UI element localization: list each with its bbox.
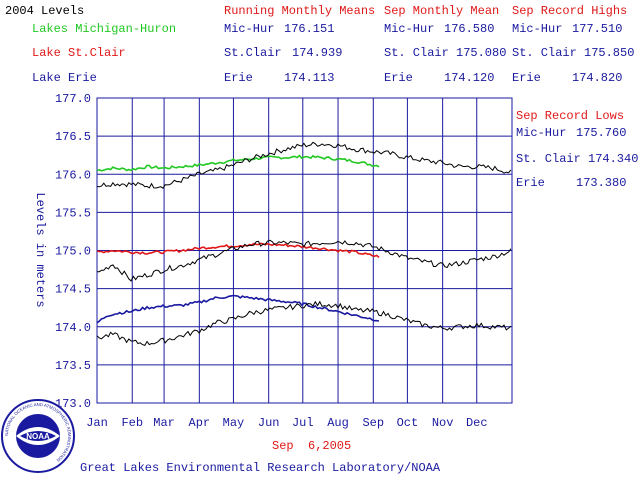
y-tick-label: 177.0 — [55, 92, 91, 106]
sep-mean-label-mh: Mic-Hur — [384, 22, 435, 36]
x-tick-label: Nov — [432, 416, 454, 430]
y-tick-label: 174.5 — [55, 283, 91, 297]
running-means-title: Running Monthly Means — [224, 4, 376, 18]
sep-high-label-mh: Mic-Hur — [512, 22, 563, 36]
x-tick-label: Dec — [466, 416, 488, 430]
sep-low-value-sc: 174.340 — [588, 152, 639, 166]
sep-high-value-sc: 175.850 — [584, 46, 635, 60]
x-tick-label: Apr — [189, 416, 211, 430]
sep-mean-value-mh: 176.580 — [444, 22, 495, 36]
y-tick-label: 175.0 — [55, 245, 91, 259]
y-tick-label: 176.0 — [55, 168, 91, 182]
sep-low-label-erie: Erie — [516, 176, 545, 190]
sep-low-value-mh: 175.760 — [576, 126, 627, 140]
lake-name-michigan-huron: Lakes Michigan-Huron — [32, 22, 177, 36]
sep-high-label-sc: St. Clair — [512, 46, 577, 60]
x-tick-label: May — [223, 416, 245, 430]
series-line-lakes-michigan-huron-current — [96, 154, 380, 172]
series-line-lake-erie-current — [96, 294, 380, 324]
running-mean-label-erie: Erie — [224, 71, 253, 85]
sep-monthly-mean-title: Sep Monthly Mean — [384, 4, 500, 18]
running-mean-value-sc: 174.939 — [292, 46, 343, 60]
date-label: Sep 6,2005 — [272, 439, 352, 453]
sep-mean-label-sc: St. Clair — [384, 46, 449, 60]
sep-mean-value-sc: 175.080 — [456, 46, 507, 60]
x-tick-label: Feb — [121, 416, 143, 430]
y-tick-label: 173.0 — [55, 397, 91, 411]
running-mean-value-erie: 174.113 — [284, 71, 335, 85]
x-tick-label: Jan — [86, 416, 108, 430]
sep-record-highs-title: Sep Record Highs — [512, 4, 628, 18]
sep-mean-label-erie: Erie — [384, 71, 413, 85]
y-tick-label: 176.5 — [55, 130, 91, 144]
x-tick-label: Oct — [397, 416, 419, 430]
noaa-logo-text: NOAA — [26, 432, 50, 441]
sep-record-lows-title: Sep Record Lows — [516, 109, 625, 123]
sep-high-value-mh: 177.510 — [572, 22, 623, 36]
noaa-logo: NOAA NATIONAL OCEANIC AND ATMOSPHERIC AD… — [1, 399, 75, 473]
sep-high-label-erie: Erie — [512, 71, 541, 85]
sep-mean-value-erie: 174.120 — [444, 71, 495, 85]
sep-low-label-sc: St. Clair — [516, 152, 581, 166]
lake-name-erie: Lake Erie — [32, 71, 97, 85]
sep-low-label-mh: Mic-Hur — [516, 126, 567, 140]
year-label: 2004 Levels — [5, 4, 85, 18]
y-tick-label: 174.0 — [55, 321, 91, 335]
x-tick-label: Sep — [362, 416, 384, 430]
x-tick-label: Mar — [153, 416, 175, 430]
y-tick-label: 173.5 — [55, 359, 91, 373]
running-mean-label-sc: St.Clair — [224, 46, 282, 60]
series-line-lakes-michigan-huron-previous — [96, 141, 512, 189]
running-mean-label-mh: Mic-Hur — [224, 22, 275, 36]
lake-name-st-clair: Lake St.Clair — [32, 46, 126, 60]
x-tick-label: Jun — [258, 416, 280, 430]
footer-credit: Great Lakes Environmental Research Labor… — [80, 461, 441, 475]
y-tick-label: 175.5 — [55, 206, 91, 220]
series-line-lake-erie-previous — [96, 300, 512, 347]
x-tick-label: Aug — [327, 416, 349, 430]
sep-high-value-erie: 174.820 — [572, 71, 623, 85]
series-line-lake-st-clair-current — [96, 242, 380, 259]
series-line-lake-st-clair-previous — [96, 239, 512, 282]
x-tick-label: Jul — [292, 416, 314, 430]
sep-low-value-erie: 173.380 — [576, 176, 627, 190]
running-mean-value-mh: 176.151 — [284, 22, 335, 36]
